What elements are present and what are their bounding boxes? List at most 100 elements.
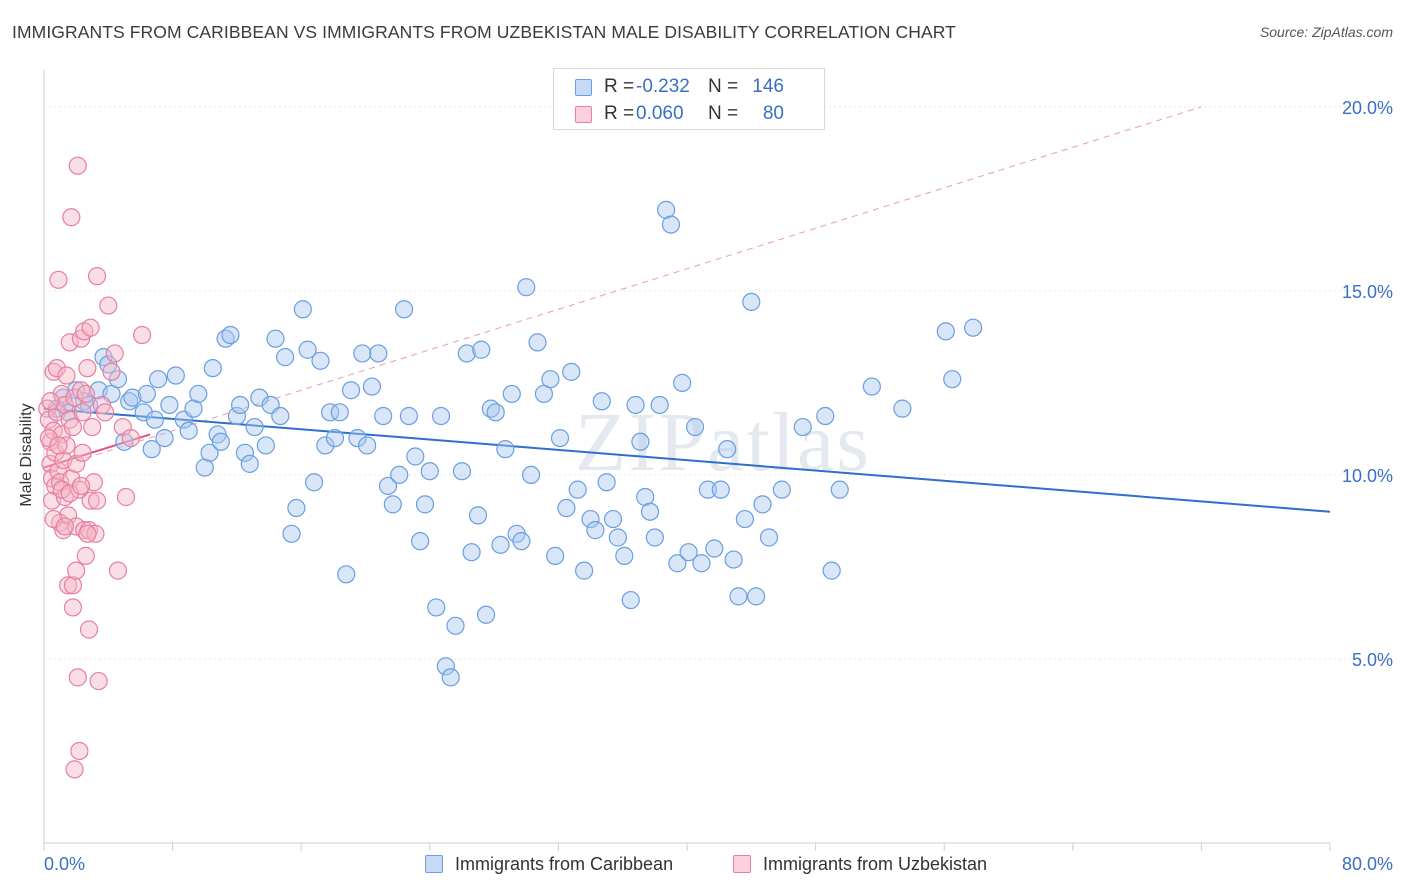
caribbean-point bbox=[668, 554, 687, 573]
legend-label: Immigrants from Uzbekistan bbox=[763, 853, 988, 874]
caribbean-point bbox=[640, 502, 660, 521]
caribbean-point bbox=[936, 322, 955, 341]
uzbekistan-point bbox=[55, 395, 74, 415]
caribbean-point bbox=[517, 278, 536, 297]
uzbekistan-point bbox=[60, 484, 79, 503]
caribbean-swatch bbox=[575, 78, 592, 96]
uzbekistan-point bbox=[41, 392, 60, 411]
caribbean-point bbox=[298, 340, 317, 359]
caribbean-point bbox=[491, 535, 510, 554]
uzbekistan-point bbox=[67, 561, 86, 580]
uzbekistan-point bbox=[95, 403, 115, 422]
caribbean-point bbox=[337, 565, 356, 584]
caribbean-point bbox=[496, 440, 515, 459]
caribbean-point bbox=[679, 543, 698, 562]
uzbekistan-point bbox=[89, 671, 108, 691]
chart-title: IMMIGRANTS FROM CARIBBEAN VS IMMIGRANTS … bbox=[12, 22, 956, 42]
caribbean-point bbox=[245, 417, 264, 437]
caribbean-point bbox=[211, 432, 230, 451]
caribbean-point bbox=[772, 480, 791, 499]
axes bbox=[43, 70, 1331, 851]
legend-item-uzbekistan[interactable]: Immigrants from Uzbekistan bbox=[733, 851, 987, 877]
caribbean-point bbox=[287, 498, 306, 518]
caribbean-point bbox=[369, 344, 388, 363]
caribbean-point bbox=[137, 384, 156, 404]
caribbean-point bbox=[282, 524, 301, 543]
caribbean-point bbox=[964, 318, 983, 337]
caribbean-point bbox=[862, 377, 881, 396]
caribbean-point bbox=[557, 498, 576, 518]
uzbekistan-point bbox=[70, 741, 89, 761]
caribbean-point bbox=[472, 340, 491, 359]
caribbean-point bbox=[711, 480, 730, 499]
uzbekistan-point bbox=[87, 491, 107, 510]
data-points bbox=[38, 156, 983, 779]
uzbekistan-point bbox=[47, 359, 66, 378]
uzbekistan-swatch bbox=[733, 855, 751, 873]
uzbekistan-point bbox=[121, 428, 140, 448]
uzbekistan-point bbox=[76, 546, 95, 565]
caribbean-point bbox=[250, 388, 269, 407]
caribbean-point bbox=[394, 300, 414, 319]
caribbean-point bbox=[661, 215, 681, 234]
caribbean-point bbox=[79, 395, 99, 415]
grid-lines bbox=[44, 106, 1392, 660]
uzbekistan-trend-dashed bbox=[43, 106, 1202, 472]
caribbean-point bbox=[747, 587, 766, 606]
caribbean-point bbox=[575, 561, 594, 580]
caribbean-point bbox=[200, 443, 219, 462]
caribbean-point bbox=[195, 458, 214, 477]
y-tick-label: 15.0% bbox=[1342, 282, 1393, 302]
caribbean-point bbox=[271, 406, 290, 426]
uzbekistan-point bbox=[116, 487, 136, 507]
caribbean-point bbox=[468, 506, 488, 525]
caribbean-point bbox=[311, 351, 330, 370]
caribbean-point bbox=[541, 370, 560, 389]
uzbekistan-point bbox=[63, 417, 83, 437]
caribbean-trend-line bbox=[43, 407, 1331, 513]
r-value: -0.232 bbox=[636, 76, 690, 97]
source-label: Source: ZipAtlas.com bbox=[1259, 24, 1393, 40]
caribbean-point bbox=[227, 406, 246, 426]
y-tick-label: 5.0% bbox=[1352, 650, 1393, 670]
r-label: R = bbox=[604, 103, 635, 124]
uzbekistan-point bbox=[68, 156, 87, 175]
uzbekistan-point bbox=[49, 270, 68, 289]
uzbekistan-point bbox=[76, 384, 95, 404]
x-tick-label: 0.0% bbox=[44, 854, 85, 874]
uzbekistan-point bbox=[55, 517, 74, 536]
caribbean-point bbox=[221, 325, 240, 345]
x-tick-labels: 0.0% 80.0% bbox=[44, 854, 1393, 874]
caribbean-point bbox=[374, 406, 393, 426]
caribbean-points bbox=[47, 200, 983, 687]
caribbean-point bbox=[256, 436, 275, 455]
caribbean-point bbox=[486, 403, 505, 422]
caribbean-point bbox=[718, 440, 737, 459]
caribbean-point bbox=[650, 395, 669, 415]
caribbean-point bbox=[645, 528, 664, 547]
uzbekistan-point bbox=[108, 561, 128, 580]
caribbean-point bbox=[184, 399, 203, 418]
caribbean-point bbox=[550, 428, 570, 448]
caribbean-point bbox=[528, 333, 547, 352]
legend-item-caribbean[interactable]: Immigrants from Caribbean bbox=[425, 851, 673, 877]
n-value: 146 bbox=[752, 76, 784, 97]
caribbean-point bbox=[276, 348, 295, 367]
caribbean-point bbox=[353, 344, 372, 363]
caribbean-point bbox=[822, 561, 841, 580]
uzbekistan-swatch bbox=[575, 105, 592, 123]
uzbekistan-point bbox=[63, 598, 83, 617]
caribbean-point bbox=[293, 300, 312, 319]
caribbean-point bbox=[231, 395, 250, 415]
caribbean-point bbox=[358, 436, 377, 455]
caribbean-point bbox=[621, 590, 640, 610]
caribbean-point bbox=[436, 657, 455, 676]
caribbean-point bbox=[759, 528, 779, 547]
n-label: N = bbox=[708, 103, 739, 124]
caribbean-point bbox=[615, 546, 634, 565]
caribbean-point bbox=[735, 509, 754, 529]
caribbean-point bbox=[562, 362, 581, 381]
caribbean-point bbox=[123, 388, 142, 407]
caribbean-point bbox=[348, 428, 367, 448]
caribbean-point bbox=[724, 550, 743, 569]
